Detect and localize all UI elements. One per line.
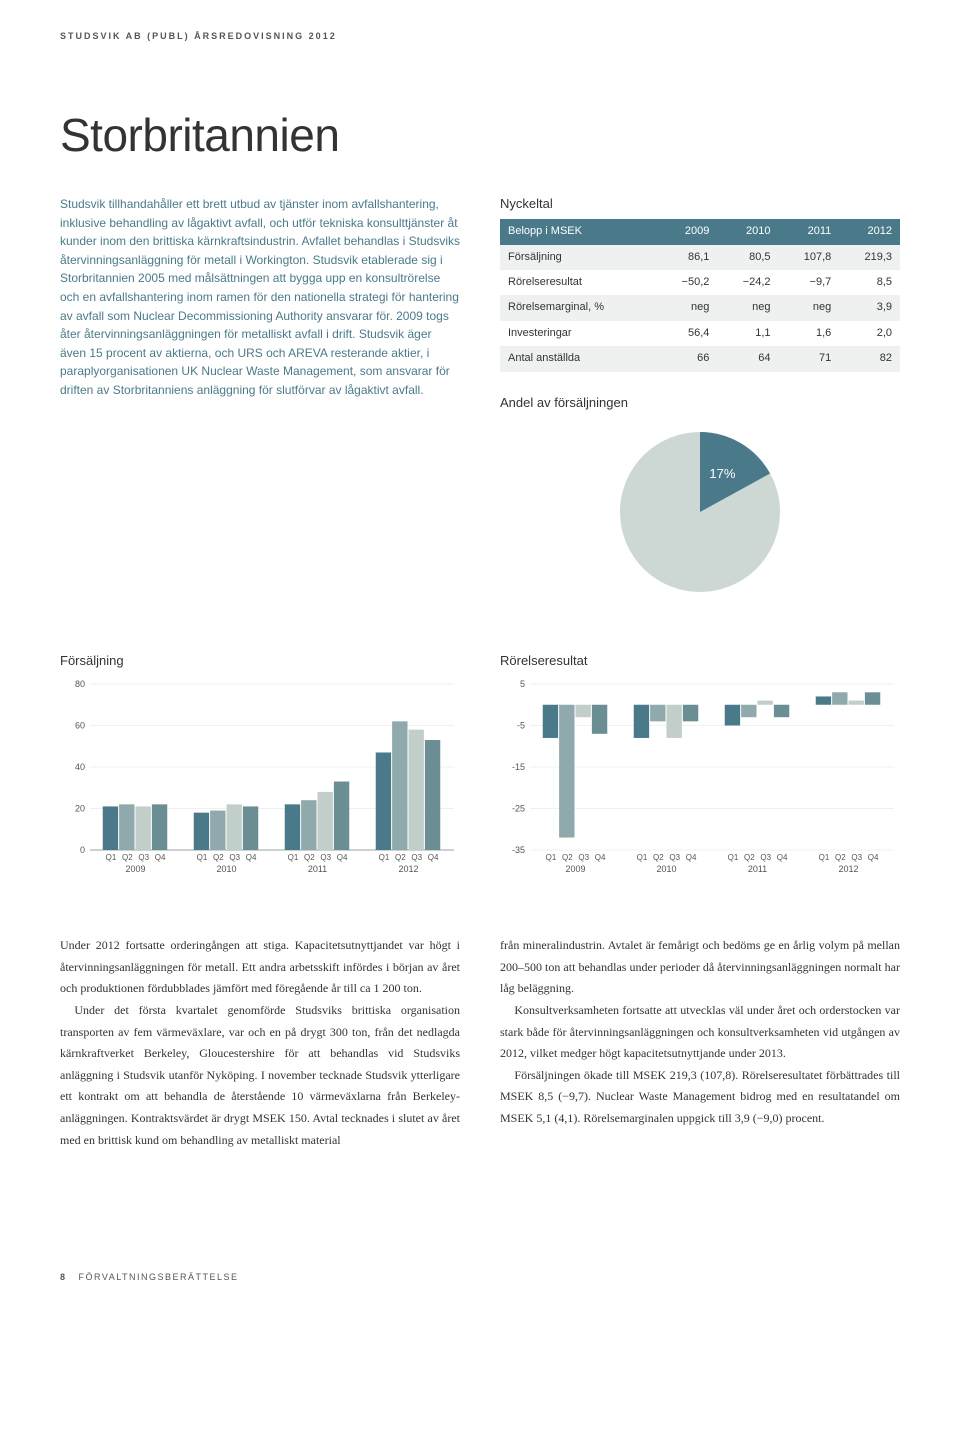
svg-text:Q1: Q1 — [728, 853, 739, 862]
svg-text:60: 60 — [75, 720, 85, 730]
svg-text:Q3: Q3 — [669, 853, 680, 862]
table-header-year: 2012 — [839, 219, 900, 244]
footer-label: FÖRVALTNINGSBERÄTTELSE — [79, 1272, 239, 1282]
svg-text:2012: 2012 — [838, 864, 858, 874]
svg-text:Q1: Q1 — [106, 853, 117, 862]
svg-text:Q1: Q1 — [379, 853, 390, 862]
svg-text:80: 80 — [75, 679, 85, 689]
svg-text:17%: 17% — [709, 466, 735, 481]
svg-text:Q4: Q4 — [686, 853, 697, 862]
table-row: Försäljning86,180,5107,8219,3 — [500, 245, 900, 270]
svg-text:Q2: Q2 — [304, 853, 315, 862]
body-right-col: från mineralindustrin. Avtalet är femåri… — [500, 935, 900, 1151]
svg-text:2009: 2009 — [565, 864, 585, 874]
page-header: STUDSVIK AB (PUBL) ÅRSREDOVISNING 2012 — [60, 30, 900, 43]
svg-text:Q4: Q4 — [337, 853, 348, 862]
svg-text:Q4: Q4 — [868, 853, 879, 862]
svg-text:Q4: Q4 — [428, 853, 439, 862]
svg-text:Q4: Q4 — [155, 853, 166, 862]
table-header-year: 2009 — [656, 219, 717, 244]
bar-chart-2: -35 -25 -15 -5 5 Q1 Q2 Q3 Q4 2009 Q1 Q2 Q3 Q4 2010 Q1 Q2… — [500, 678, 900, 878]
svg-text:Q3: Q3 — [411, 853, 422, 862]
page-footer: 8 FÖRVALTNINGSBERÄTTELSE — [60, 1271, 900, 1284]
svg-text:Q2: Q2 — [744, 853, 755, 862]
svg-text:-25: -25 — [512, 803, 525, 813]
svg-text:2012: 2012 — [398, 864, 418, 874]
table-header-year: 2010 — [717, 219, 778, 244]
svg-text:Q3: Q3 — [851, 853, 862, 862]
svg-text:-15: -15 — [512, 762, 525, 772]
pie-chart: 17% — [500, 422, 900, 602]
svg-text:Q2: Q2 — [562, 853, 573, 862]
svg-text:2010: 2010 — [656, 864, 676, 874]
svg-text:Q4: Q4 — [595, 853, 606, 862]
svg-text:Q2: Q2 — [395, 853, 406, 862]
page-number: 8 — [60, 1272, 67, 1282]
top-two-col: Studsvik tillhandahåller ett brett utbud… — [60, 195, 900, 602]
pie-title: Andel av försäljningen — [500, 394, 900, 412]
bar-chart-1: 0 20 40 60 80 Q1 Q2 Q3 Q4 2009 Q1 Q2 Q3 Q4 2010 Q1 Q2 Q3 Q… — [60, 678, 460, 878]
svg-text:-5: -5 — [517, 720, 525, 730]
svg-text:2011: 2011 — [748, 864, 767, 874]
bar-chart-2-title: Rörelseresultat — [500, 652, 900, 670]
svg-text:Q1: Q1 — [197, 853, 208, 862]
svg-text:40: 40 — [75, 762, 85, 772]
svg-text:Q3: Q3 — [138, 853, 149, 862]
nyckeltal-title: Nyckeltal — [500, 195, 900, 213]
svg-text:Q3: Q3 — [229, 853, 240, 862]
svg-text:Q1: Q1 — [546, 853, 557, 862]
table-header-label: Belopp i MSEK — [500, 219, 656, 244]
table-row: Rörelseresultat−50,2−24,2−9,78,5 — [500, 270, 900, 295]
body-paragraph: från mineralindustrin. Avtalet är femåri… — [500, 935, 900, 1000]
svg-text:Q1: Q1 — [637, 853, 648, 862]
table-header-year: 2011 — [779, 219, 840, 244]
svg-text:0: 0 — [80, 845, 85, 855]
svg-text:Q2: Q2 — [653, 853, 664, 862]
svg-text:Q2: Q2 — [122, 853, 133, 862]
body-paragraph: Konsultverksamheten fortsatte att utveck… — [500, 1000, 900, 1065]
svg-text:Q3: Q3 — [760, 853, 771, 862]
svg-text:Q4: Q4 — [777, 853, 788, 862]
svg-text:Q3: Q3 — [578, 853, 589, 862]
bar-chart-1-title: Försäljning — [60, 652, 460, 670]
svg-text:Q4: Q4 — [246, 853, 257, 862]
body-paragraph: Försäljningen ökade till MSEK 219,3 (107… — [500, 1065, 900, 1130]
svg-text:Q3: Q3 — [320, 853, 331, 862]
svg-text:5: 5 — [520, 679, 525, 689]
svg-text:2010: 2010 — [216, 864, 236, 874]
svg-text:2011: 2011 — [308, 864, 327, 874]
body-left-col: Under 2012 fortsatte orderingången att s… — [60, 935, 460, 1151]
svg-text:Q1: Q1 — [288, 853, 299, 862]
table-row: Investeringar56,41,11,62,0 — [500, 321, 900, 346]
svg-text:20: 20 — [75, 803, 85, 813]
svg-text:Q2: Q2 — [835, 853, 846, 862]
body-paragraph: Under det första kvartalet genomförde St… — [60, 1000, 460, 1151]
table-row: Antal anställda66647182 — [500, 346, 900, 371]
table-row: Rörelsemarginal, %negnegneg3,9 — [500, 295, 900, 320]
charts-row: Försäljning 0 20 40 60 80 Q1 Q2 Q3 Q4 2009 Q1 Q2 Q3 Q… — [60, 652, 900, 886]
svg-text:-35: -35 — [512, 845, 525, 855]
body-columns: Under 2012 fortsatte orderingången att s… — [60, 935, 900, 1151]
svg-text:Q1: Q1 — [819, 853, 830, 862]
section-title: Storbritannien — [60, 103, 900, 167]
nyckeltal-table: Belopp i MSEK2009201020112012 Försäljnin… — [500, 219, 900, 371]
svg-text:2009: 2009 — [125, 864, 145, 874]
body-paragraph: Under 2012 fortsatte orderingången att s… — [60, 935, 460, 1000]
svg-text:Q2: Q2 — [213, 853, 224, 862]
intro-paragraph: Studsvik tillhandahåller ett brett utbud… — [60, 195, 460, 400]
